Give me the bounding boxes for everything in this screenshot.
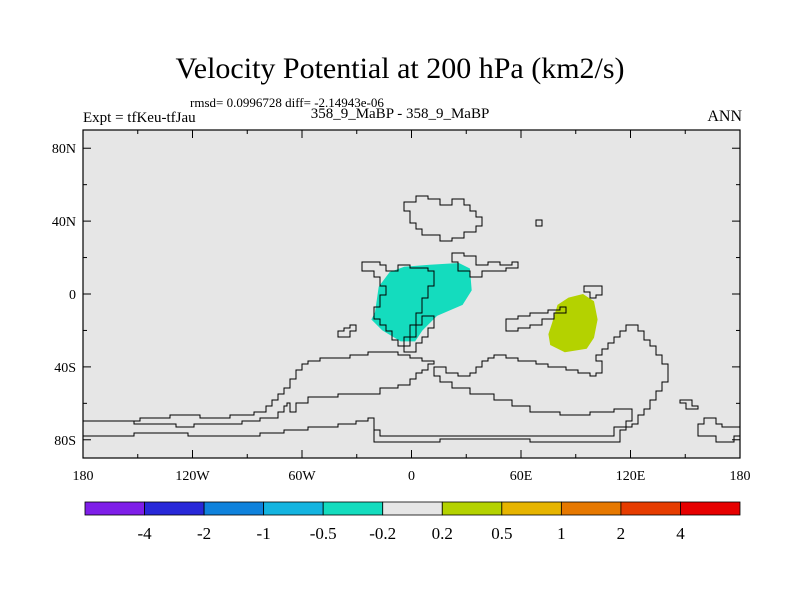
colorbar-swatch	[263, 501, 324, 516]
x-tick-label: 180	[730, 469, 751, 484]
colorbar-label: 4	[676, 524, 685, 543]
coastline-8	[535, 219, 543, 227]
colorbar-swatch	[84, 501, 145, 516]
case-label: 358_9_MaBP - 358_9_MaBP	[310, 106, 490, 122]
coastline-9	[403, 315, 435, 353]
x-tick-label: 120E	[616, 469, 646, 484]
colorbar-swatch	[203, 501, 265, 516]
y-tick-label: 40N	[52, 215, 76, 230]
colorbar-label: 1	[557, 524, 566, 543]
colorbar-swatch	[144, 501, 205, 516]
y-tick-label: 40S	[54, 361, 76, 376]
coastline-12	[583, 285, 603, 299]
colorbar-label: -0.2	[369, 524, 396, 543]
colorbar-swatch	[560, 501, 622, 516]
x-tick-label: 120W	[175, 469, 210, 484]
coastline-7	[451, 252, 519, 278]
y-tick-label: 80S	[54, 434, 76, 449]
coastline-2	[83, 324, 669, 443]
colorbar-label: -2	[197, 524, 211, 543]
coastline-3	[697, 417, 740, 443]
stats-label: rmsd= 0.0996728 diff= -2.14943e-06	[190, 95, 384, 110]
coastline-4	[679, 399, 699, 410]
page-title: Velocity Potential at 200 hPa (km2/s)	[175, 52, 625, 85]
y-tick-label: 0	[69, 288, 76, 303]
x-tick-label: 0	[408, 469, 415, 484]
colorbar-label: 0.2	[432, 524, 453, 543]
coastline-10	[337, 324, 357, 338]
colorbar-swatch	[501, 501, 562, 516]
x-tick-label: 180	[73, 469, 94, 484]
colorbar-label: -4	[137, 524, 152, 543]
coastline-11	[505, 306, 567, 332]
x-tick-label: 60E	[510, 469, 533, 484]
season-label: ANN	[707, 108, 742, 125]
colorbar-label: 2	[617, 524, 626, 543]
colorbar-swatch	[441, 501, 503, 516]
anomaly-region-2	[548, 294, 598, 353]
colorbar-label: -1	[257, 524, 271, 543]
colorbar-swatch	[382, 501, 443, 516]
colorbar-swatch	[620, 501, 681, 516]
coastline-1	[83, 351, 435, 428]
experiment-label: Expt = tfKeu-tfJau	[83, 110, 196, 126]
colorbar-label: -0.5	[310, 524, 337, 543]
colorbar-swatch	[322, 501, 384, 516]
colorbar-label: 0.5	[491, 524, 512, 543]
colorbar-swatch	[680, 501, 741, 516]
coastline-5	[361, 261, 435, 347]
x-tick-label: 60W	[288, 469, 316, 484]
y-tick-label: 80N	[52, 142, 76, 157]
coastline-6	[403, 195, 483, 242]
